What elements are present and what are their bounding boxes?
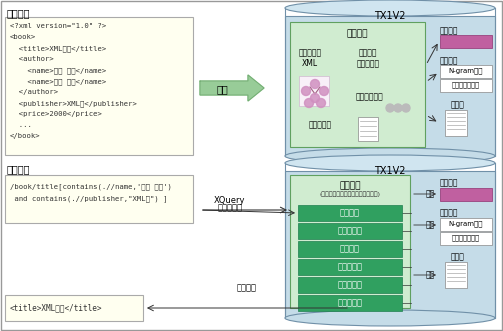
Bar xyxy=(285,16,495,156)
Bar xyxy=(5,175,193,223)
Ellipse shape xyxy=(285,155,495,171)
Circle shape xyxy=(386,104,394,112)
Text: プラン生成: プラン生成 xyxy=(338,262,363,271)
Text: </book>: </book> xyxy=(10,133,41,139)
Text: XQuery: XQuery xyxy=(214,196,246,205)
Text: 構造索引: 構造索引 xyxy=(440,178,459,187)
Bar xyxy=(5,17,193,155)
Text: 語彙情報抽出: 語彙情報抽出 xyxy=(356,92,384,102)
Text: データ: データ xyxy=(451,100,465,109)
Text: スキーマ
アナライザ: スキーマ アナライザ xyxy=(357,48,380,68)
Text: 語彙索引: 語彙索引 xyxy=(440,56,459,65)
Bar xyxy=(440,218,492,231)
Text: 参照: 参照 xyxy=(426,220,435,229)
Bar xyxy=(445,110,467,136)
Bar xyxy=(285,171,495,318)
Bar xyxy=(358,117,378,141)
Text: プラン実行: プラン実行 xyxy=(338,299,363,307)
Circle shape xyxy=(316,99,325,108)
Circle shape xyxy=(319,86,328,96)
Bar xyxy=(5,295,143,321)
Text: TX1V2: TX1V2 xyxy=(374,11,406,21)
Bar xyxy=(298,259,402,275)
Bar xyxy=(440,65,492,78)
Text: による検索: による検索 xyxy=(217,203,242,212)
Text: 登録処理: 登録処理 xyxy=(347,29,368,38)
Circle shape xyxy=(304,99,313,108)
Polygon shape xyxy=(200,75,264,101)
Text: 形態素解析方式: 形態素解析方式 xyxy=(452,235,480,241)
Text: </author>: </author> xyxy=(10,89,58,95)
Text: データ: データ xyxy=(451,252,465,261)
Text: <name>絵崎 太郎</name>: <name>絵崎 太郎</name> xyxy=(10,67,106,73)
Text: <name>絵崎 次郎</name>: <name>絵崎 次郎</name> xyxy=(10,78,106,85)
Bar xyxy=(290,175,410,308)
Text: TX1V2: TX1V2 xyxy=(374,166,406,176)
Bar xyxy=(298,223,402,239)
Bar xyxy=(445,262,467,288)
Bar xyxy=(298,277,402,293)
Text: <title>XML入門</title>: <title>XML入門</title> xyxy=(10,304,103,312)
Text: N-gram方式: N-gram方式 xyxy=(449,221,483,227)
Bar xyxy=(298,241,402,257)
Text: プラン改善: プラン改善 xyxy=(338,280,363,290)
Text: 構文解析: 構文解析 xyxy=(340,245,360,254)
Circle shape xyxy=(310,93,319,103)
Text: N-gram方式: N-gram方式 xyxy=(449,68,483,74)
Text: <book>: <book> xyxy=(10,34,36,40)
Text: 検索処理: 検索処理 xyxy=(339,181,361,190)
Bar xyxy=(299,76,329,106)
Bar xyxy=(440,35,492,48)
Bar xyxy=(298,295,402,311)
Text: <author>: <author> xyxy=(10,56,54,62)
Bar xyxy=(440,232,492,245)
Text: <?xml version="1.0" ?>: <?xml version="1.0" ?> xyxy=(10,23,106,29)
Text: データ登録: データ登録 xyxy=(308,120,331,129)
Text: (クエリオプティマイザによる処理): (クエリオプティマイザによる処理) xyxy=(319,191,380,197)
Text: 構文解析: 構文解析 xyxy=(340,209,360,217)
Text: and contains(.//publisher,"XML社") ]: and contains(.//publisher,"XML社") ] xyxy=(10,195,167,202)
Text: /book/title[contains(.//name,'絵崎 太郎'): /book/title[contains(.//name,'絵崎 太郎') xyxy=(10,183,172,190)
Text: 解析された
XML: 解析された XML xyxy=(298,48,321,68)
Text: 参照: 参照 xyxy=(426,190,435,199)
Ellipse shape xyxy=(285,310,495,326)
Circle shape xyxy=(310,79,319,88)
Ellipse shape xyxy=(285,0,495,16)
Text: 登録処理: 登録処理 xyxy=(7,8,31,18)
Bar xyxy=(440,188,492,201)
Bar xyxy=(440,79,492,92)
Ellipse shape xyxy=(285,148,495,164)
Text: 形態素解析方式: 形態素解析方式 xyxy=(452,82,480,88)
Text: 参照: 参照 xyxy=(426,270,435,279)
Circle shape xyxy=(301,86,310,96)
Text: 構造索引: 構造索引 xyxy=(440,26,459,35)
Text: <publisher>XML社</publisher>: <publisher>XML社</publisher> xyxy=(10,100,137,107)
Bar xyxy=(290,22,425,147)
Circle shape xyxy=(394,104,402,112)
Text: 語彙索引: 語彙索引 xyxy=(440,208,459,217)
Text: <title>XML入門</title>: <title>XML入門</title> xyxy=(10,45,106,52)
Text: ...: ... xyxy=(10,122,32,128)
Text: <price>2000</price>: <price>2000</price> xyxy=(10,111,102,117)
Circle shape xyxy=(402,104,410,112)
Text: 結果取得: 結果取得 xyxy=(236,283,257,292)
Text: 検索処理: 検索処理 xyxy=(7,164,31,174)
Bar xyxy=(298,205,402,221)
Text: コスト解析: コスト解析 xyxy=(338,226,363,235)
Text: 登録: 登録 xyxy=(216,84,228,94)
